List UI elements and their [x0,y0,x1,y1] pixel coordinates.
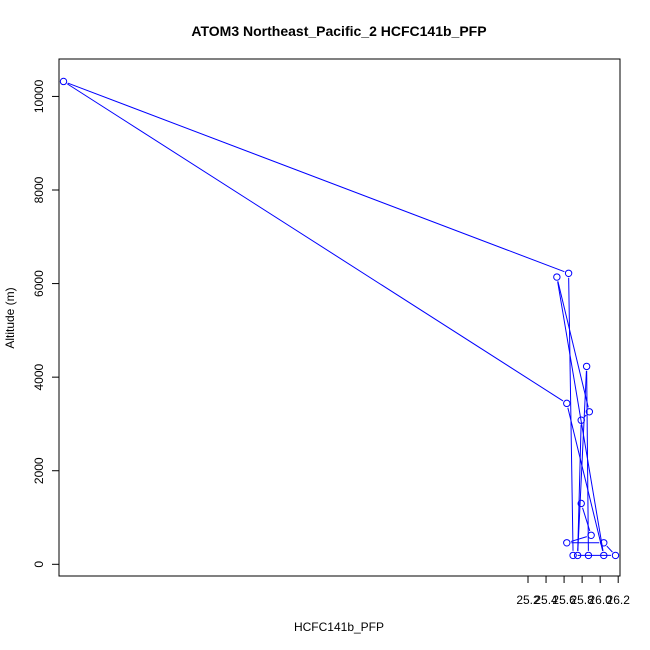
data-point [577,416,585,424]
series-segment [67,83,564,402]
series-segment [577,370,587,551]
x-tick-label: 25.6 [552,593,576,607]
data-point [569,551,577,560]
y-tick-label: 6000 [32,270,46,297]
data-point [59,77,68,86]
y-tick-label: 0 [32,561,46,568]
series-segment [568,277,574,551]
data-point [563,399,571,408]
y-tick-label: 8000 [32,176,46,203]
series-segment [67,82,565,273]
x-tick-label: 26.2 [607,593,631,607]
data-point [585,408,594,416]
y-axis-label: Altitude (m) [3,287,17,348]
series-segment [570,536,587,542]
series-segment [557,281,589,408]
series-segment [586,370,589,551]
data-point [553,273,561,281]
y-tick-label: 10000 [32,79,46,113]
series-segment [606,545,613,553]
data-point [600,539,608,547]
data-point [577,499,585,508]
data-point [573,551,582,560]
series-segment [567,407,604,552]
series-segment [582,507,591,532]
data-point [584,551,593,560]
series-segment [557,281,604,552]
plot-frame [58,58,621,577]
series-segment [577,424,582,551]
chart-title: ATOM3 Northeast_Pacific_2 HCFC141b_PFP [191,23,486,39]
data-point [582,362,591,371]
x-axis: 25.225.425.625.826.026.2 [516,575,631,607]
y-axis: 0 2000 4000 6000 8000 10000 [32,79,60,568]
data-point [563,539,571,547]
x-tick-label: 25.8 [570,593,594,607]
y-tick-label: 2000 [32,457,46,484]
data-point [611,551,620,560]
plot-series [59,77,620,560]
data-point [564,269,573,277]
data-point [587,531,595,539]
x-axis-label: HCFC141b_PFP [294,620,384,634]
x-tick-label: 25.2 [516,593,540,607]
data-point [600,551,608,560]
x-tick-label: 25.4 [534,593,558,607]
y-tick-label: 4000 [32,363,46,390]
x-tick-label: 26.0 [588,593,612,607]
